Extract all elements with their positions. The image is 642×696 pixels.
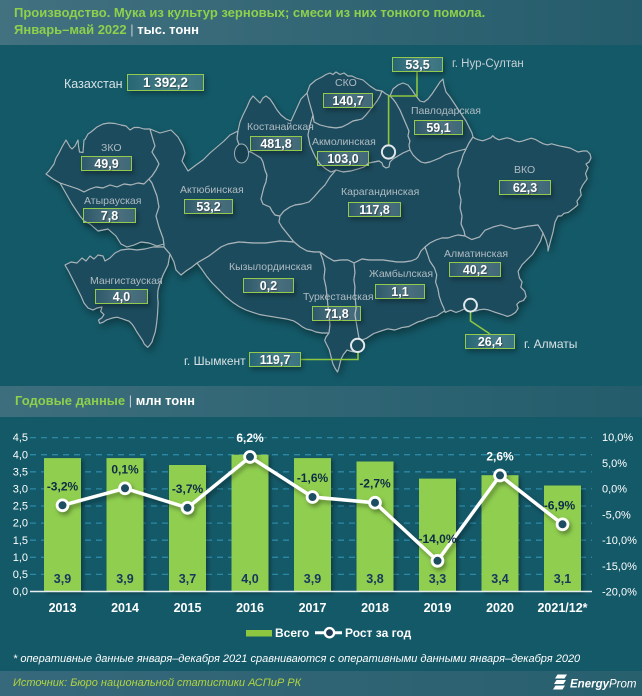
svg-text:2,0: 2,0 <box>13 518 28 530</box>
svg-text:-2,7%: -2,7% <box>359 477 391 491</box>
svg-text:1,5: 1,5 <box>13 535 28 547</box>
svg-text:2013: 2013 <box>49 601 77 615</box>
svg-text:Всего: Всего <box>275 626 309 640</box>
svg-text:3,7: 3,7 <box>179 572 196 586</box>
svg-text:3,5: 3,5 <box>13 466 28 478</box>
svg-text:4,5: 4,5 <box>13 432 28 444</box>
svg-text:0,1%: 0,1% <box>111 462 139 476</box>
svg-text:1,0: 1,0 <box>13 552 28 564</box>
svg-text:2020: 2020 <box>486 601 514 615</box>
svg-text:2014: 2014 <box>111 601 139 615</box>
svg-text:2017: 2017 <box>299 601 327 615</box>
svg-text:4,0: 4,0 <box>241 572 258 586</box>
svg-text:Рост за год: Рост за год <box>345 626 412 640</box>
svg-text:3,4: 3,4 <box>491 572 508 586</box>
svg-text:2015: 2015 <box>174 601 202 615</box>
svg-text:-14,0%: -14,0% <box>418 532 456 546</box>
svg-text:2019: 2019 <box>424 601 452 615</box>
svg-text:-6,9%: -6,9% <box>544 498 576 512</box>
svg-text:EnergyProm: EnergyProm <box>570 679 637 691</box>
svg-text:-20,0%: -20,0% <box>602 587 637 599</box>
svg-text:2016: 2016 <box>236 601 264 615</box>
svg-text:4,0: 4,0 <box>13 449 28 461</box>
svg-text:3,9: 3,9 <box>304 572 321 586</box>
svg-text:3,8: 3,8 <box>366 572 383 586</box>
svg-text:3,3: 3,3 <box>429 572 446 586</box>
svg-text:2018: 2018 <box>361 601 389 615</box>
svg-text:-10,0%: -10,0% <box>602 535 637 547</box>
svg-text:3,9: 3,9 <box>116 572 133 586</box>
svg-text:2021/12*: 2021/12* <box>537 601 587 615</box>
svg-text:-3,2%: -3,2% <box>47 479 79 493</box>
svg-text:-5,0%: -5,0% <box>602 509 631 521</box>
svg-text:-1,6%: -1,6% <box>297 471 329 485</box>
svg-text:0,0: 0,0 <box>13 586 28 598</box>
svg-text:0,0%: 0,0% <box>602 484 627 496</box>
svg-text:-3,7%: -3,7% <box>172 482 204 496</box>
svg-text:-15,0%: -15,0% <box>602 561 637 573</box>
svg-text:3,9: 3,9 <box>54 572 71 586</box>
svg-text:2,5: 2,5 <box>13 501 28 513</box>
svg-text:10,0%: 10,0% <box>602 432 633 444</box>
svg-text:0,5: 0,5 <box>13 569 28 581</box>
svg-text:3,1: 3,1 <box>554 572 571 586</box>
svg-text:5,0%: 5,0% <box>602 458 627 470</box>
svg-text:3,0: 3,0 <box>13 484 28 496</box>
svg-text:2,6%: 2,6% <box>486 449 514 463</box>
svg-text:6,2%: 6,2% <box>236 431 264 445</box>
